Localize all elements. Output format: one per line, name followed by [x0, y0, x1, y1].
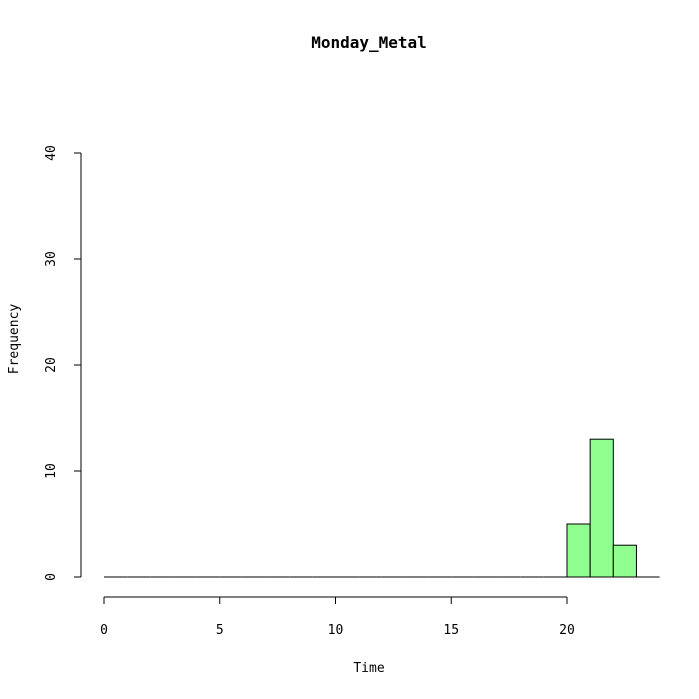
histogram-bar [566, 523, 591, 578]
x-tick-label: 10 [328, 623, 344, 638]
y-tick-label: 30 [44, 251, 59, 267]
y-axis: 0 10 20 30 40 [44, 145, 82, 581]
chart-title: Monday_Metal [311, 33, 427, 52]
histogram-bar [589, 438, 614, 578]
y-tick-label: 10 [44, 463, 59, 479]
y-axis-label: Frequency [7, 304, 22, 375]
x-axis-label: Time [353, 661, 384, 676]
histogram-bar [612, 544, 637, 578]
histogram-bars [104, 438, 660, 578]
y-tick-label: 20 [44, 357, 59, 373]
y-tick-label: 40 [44, 145, 59, 161]
x-tick-label: 20 [559, 623, 575, 638]
x-tick-label: 5 [216, 623, 224, 638]
x-tick-label: 15 [443, 623, 459, 638]
y-tick-label: 0 [44, 573, 59, 581]
x-tick-label: 0 [100, 623, 108, 638]
x-axis: 0 5 10 15 20 [100, 596, 575, 638]
